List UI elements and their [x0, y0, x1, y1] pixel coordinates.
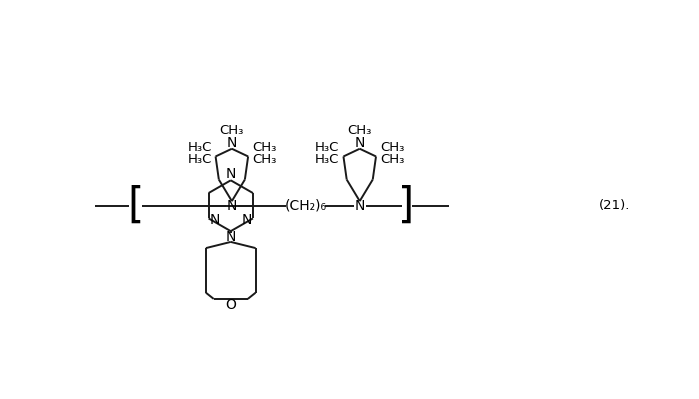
Text: H₃C: H₃C	[187, 153, 212, 166]
Text: H₃C: H₃C	[315, 153, 340, 166]
Text: (CH₂)₆: (CH₂)₆	[284, 199, 326, 213]
Text: CH₃: CH₃	[219, 124, 244, 137]
Text: N: N	[354, 136, 365, 150]
Text: CH₃: CH₃	[252, 153, 276, 166]
Text: CH₃: CH₃	[380, 141, 404, 154]
Text: O: O	[225, 298, 236, 312]
Text: N: N	[226, 199, 237, 213]
Text: N: N	[354, 199, 365, 213]
Text: N: N	[210, 213, 220, 227]
Text: CH₃: CH₃	[252, 141, 276, 154]
Text: [: [	[127, 185, 143, 227]
Text: CH₃: CH₃	[380, 153, 404, 166]
Text: N: N	[226, 230, 236, 244]
Text: N: N	[226, 136, 237, 150]
Text: H₃C: H₃C	[315, 141, 340, 154]
Text: H₃C: H₃C	[187, 141, 212, 154]
Text: CH₃: CH₃	[347, 124, 372, 137]
Text: ]: ]	[398, 185, 415, 227]
Text: (21).: (21).	[599, 199, 630, 212]
Text: N: N	[242, 213, 252, 227]
Text: N: N	[226, 167, 236, 181]
